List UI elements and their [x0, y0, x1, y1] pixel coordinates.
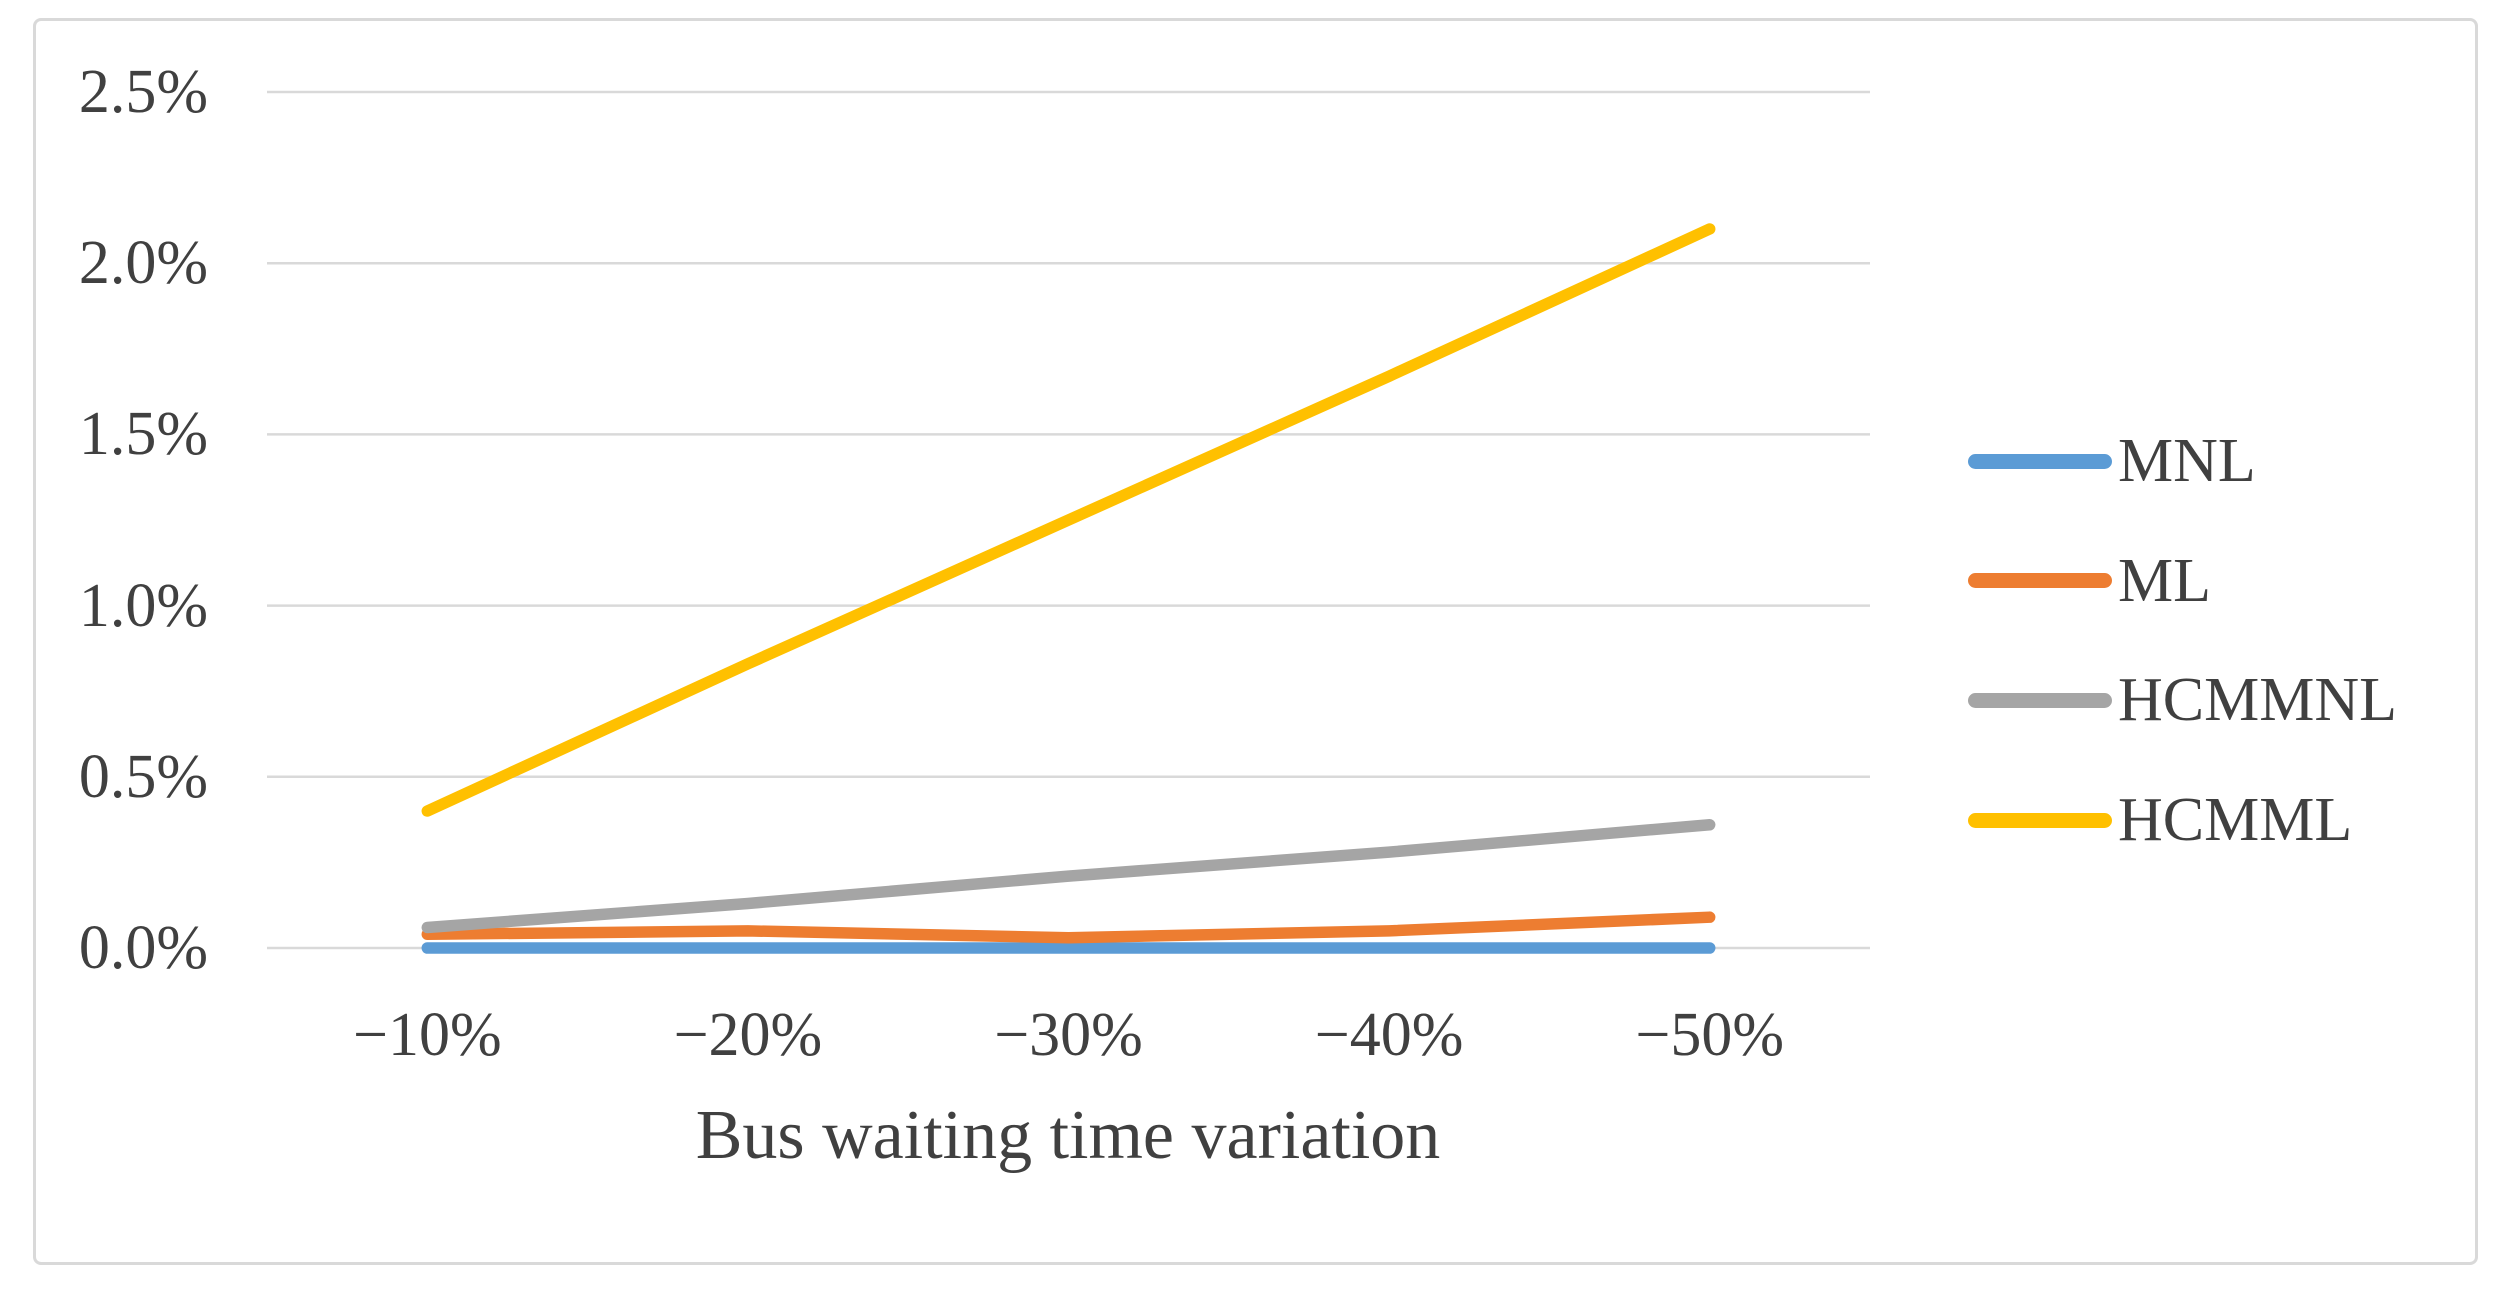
series-lines [421, 223, 1716, 954]
y-tick-label: 1.5% [78, 400, 208, 469]
x-tick-label: −20% [673, 1001, 823, 1069]
legend-swatch-hcmml [1968, 812, 2112, 828]
x-tick-label: −30% [994, 1001, 1143, 1069]
x-axis-title: Bus waiting time variation [695, 1097, 1441, 1174]
legend-label-ml: ML [2118, 546, 2211, 615]
series-line-ml [421, 911, 1716, 944]
legend-swatch-ml [1968, 573, 2112, 589]
series-line-hcmmnl [421, 818, 1716, 934]
y-tick-label: 2.0% [78, 229, 208, 298]
chart-border [33, 18, 2478, 1265]
y-tick-label: 0.0% [78, 914, 208, 982]
y-tick-label: 2.5% [78, 58, 208, 126]
x-tick-label: −40% [1314, 1001, 1464, 1069]
series-line-hcmml [421, 223, 1716, 817]
y-tick-label: 0.5% [78, 742, 208, 811]
legend-label-hcmmnl: HCMMNL [2118, 666, 2398, 735]
x-tick-label: −10% [352, 1001, 502, 1069]
legend-swatch-hcmmnl [1968, 692, 2112, 708]
legend-swatch-mnl [1968, 453, 2112, 469]
x-tick-label: −50% [1635, 1001, 1784, 1069]
legend-label-hcmml: HCMML [2118, 786, 2353, 855]
legend-label-mnl: MNL [2118, 427, 2256, 495]
y-tick-label: 1.0% [78, 571, 208, 640]
